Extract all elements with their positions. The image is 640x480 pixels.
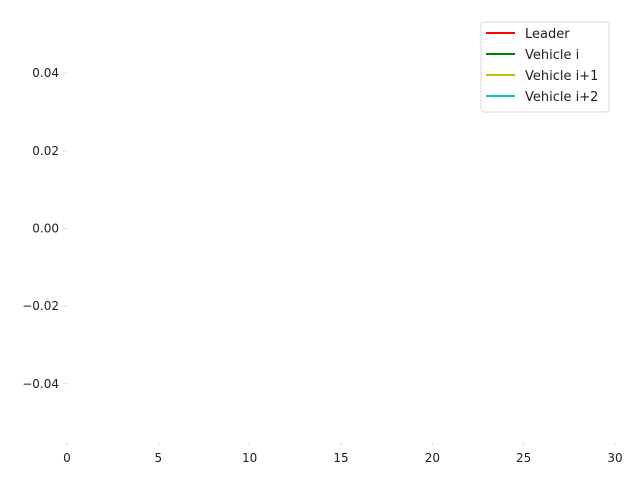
x-tick-label: 0: [63, 451, 71, 465]
legend: Leader Vehicle i Vehicle i+1 Vehicle i+2: [480, 21, 610, 113]
y-tick-label: 0.02: [32, 144, 59, 158]
x-axis: 0 5 10 15 20 25 30: [63, 442, 623, 465]
x-tick-label: 30: [607, 451, 622, 465]
legend-label: Vehicle i+2: [525, 90, 598, 105]
x-tick-label: 20: [425, 451, 440, 465]
y-tick-label: −0.04: [22, 377, 59, 391]
y-tick-label: 0.00: [32, 222, 59, 236]
legend-label: Vehicle i+1: [525, 69, 598, 84]
x-tick-label: 25: [516, 451, 531, 465]
x-tick-label: 15: [333, 451, 348, 465]
y-tick-label: −0.02: [22, 299, 59, 313]
x-tick-label: 5: [155, 451, 163, 465]
y-tick-label: 0.04: [32, 66, 59, 80]
legend-label: Leader: [525, 27, 570, 42]
legend-label: Vehicle i: [525, 48, 579, 63]
y-axis: −0.04 −0.02 0.00 0.02 0.04: [22, 66, 67, 391]
legend-box: [480, 21, 610, 113]
x-tick-label: 10: [242, 451, 257, 465]
